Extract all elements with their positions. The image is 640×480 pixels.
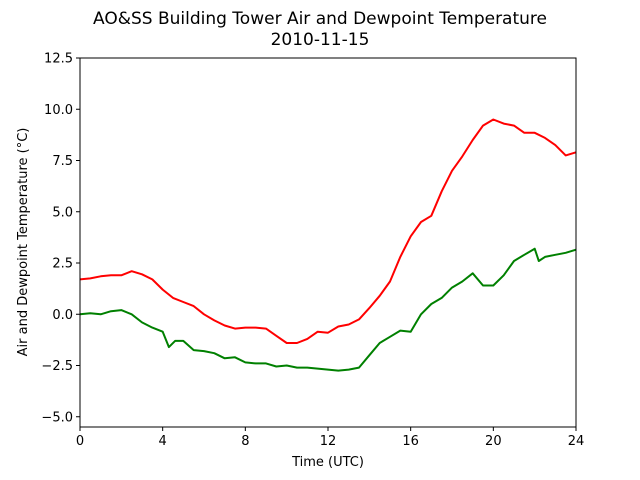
x-tick-label: 12 — [320, 434, 337, 449]
y-tick-label: −5.0 — [41, 410, 73, 425]
x-tick-label: 20 — [485, 434, 502, 449]
y-tick-label: 0.0 — [52, 308, 73, 323]
x-tick-label: 0 — [76, 434, 84, 449]
y-tick-label: 5.0 — [52, 205, 73, 220]
x-tick-label: 8 — [241, 434, 249, 449]
axes-frame — [79, 57, 577, 428]
x-axis-label: Time (UTC) — [291, 455, 364, 470]
y-axis-label: Air and Dewpoint Temperature (°C) — [16, 128, 31, 357]
y-tick-label: −2.5 — [41, 359, 73, 374]
y-tick-label: 10.0 — [44, 103, 73, 118]
x-tick-label: 16 — [402, 434, 419, 449]
y-tick-label: 7.5 — [52, 154, 73, 169]
plot-area: 0 4 8 12 16 20 24 −5.0 −2.5 0.0 2.5 5.0 7.5 10.0 12.5 — [41, 52, 584, 450]
x-tick-label: 4 — [159, 434, 167, 449]
y-tick-label: 12.5 — [44, 52, 73, 67]
series-line-2 — [79, 247, 577, 372]
x-tick-label: 24 — [568, 434, 585, 449]
y-tick-label: 2.5 — [52, 257, 73, 272]
chart-subtitle: 2010-11-15 — [271, 30, 370, 50]
series-line-1 — [79, 118, 577, 344]
chart-title: AO&SS Building Tower Air and Dewpoint Te… — [93, 9, 547, 29]
